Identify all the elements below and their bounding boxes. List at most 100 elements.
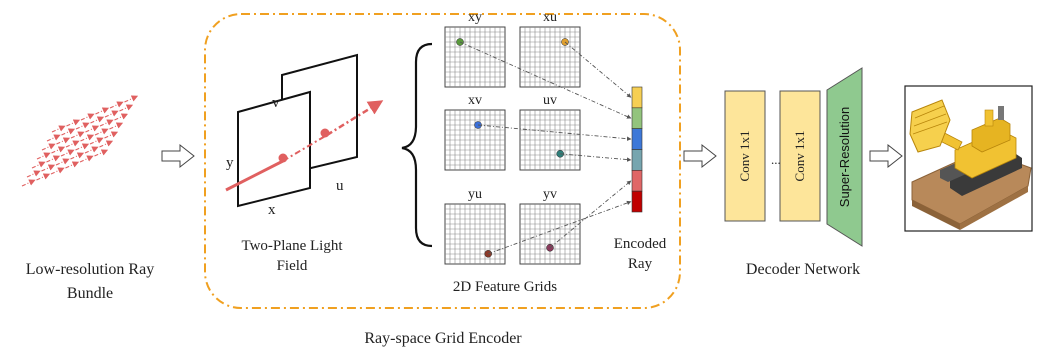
conv-block-2 [779, 90, 821, 222]
ray-arrow [56, 137, 71, 145]
ray-arrow [109, 122, 124, 130]
feature-grids-label: 2D Feature Grids [453, 279, 557, 295]
ray-intersection-uv [320, 128, 330, 138]
ray-arrow [80, 134, 95, 142]
ray-arrow [94, 149, 109, 157]
output-render-image [904, 85, 1033, 232]
ray-arrow [90, 116, 105, 124]
encoded-ray-label-line2: Ray [628, 256, 653, 272]
ray-arrow [51, 125, 66, 133]
ray-bundle-label-line1: Low-resolution Ray [26, 261, 154, 278]
feature-grid-yu: yu [444, 187, 506, 265]
feature-grid-xy: xy [444, 10, 506, 88]
ray-bundle-label-line2: Bundle [67, 285, 113, 302]
ray-arrow [50, 167, 65, 175]
encoded-ray-segment [631, 149, 643, 171]
bucket [909, 99, 951, 153]
feature-grid-uv: uv [519, 93, 581, 171]
ray-arrow [41, 164, 56, 172]
grouping-brace [401, 42, 433, 248]
ray-arrow [46, 134, 61, 142]
sample-connector [549, 180, 632, 249]
ray-arrow [79, 155, 94, 163]
light-field-label-line1: Two-Plane Light [241, 238, 343, 254]
axis-label-x: x [268, 202, 276, 218]
ray-arrow [104, 131, 119, 139]
ray-bundle-arrows [21, 95, 139, 187]
ray-arrow [99, 119, 114, 127]
light-field-label-line2: Field [277, 258, 308, 274]
sample-connector [560, 153, 632, 162]
ray-arrow [124, 95, 139, 103]
ray-arrow [70, 131, 85, 139]
ray-arrow [94, 128, 109, 136]
axis-label-v: v [272, 95, 280, 111]
encoded-ray-segment [631, 170, 643, 192]
ray-arrow [75, 143, 90, 151]
ray-arrow [84, 146, 99, 154]
axis-label-u: u [336, 178, 344, 194]
grid-label-xv: xv [468, 93, 482, 108]
ray-arrow [104, 110, 119, 118]
ray-arrow [41, 143, 56, 151]
encoded-ray-label-line1: Encoded [614, 236, 667, 252]
ray-arrow [109, 101, 124, 109]
ray-intersection-xy [278, 153, 288, 163]
ray-arrow [60, 149, 75, 157]
ray-arrow [55, 158, 70, 166]
grid-label-yu: yu [468, 187, 482, 202]
flow-arrow-encoder-to-decoder [683, 143, 717, 169]
feature-grid-yv: yv [519, 187, 581, 265]
conv-block-1-label: Conv 1x1 [737, 131, 752, 182]
super-resolution-label: Super-Resolution [837, 107, 852, 207]
ray-arrow [46, 155, 61, 163]
decoder-label: Decoder Network [746, 261, 860, 278]
ray-arrow [119, 104, 134, 112]
ray-arrow [65, 140, 80, 148]
light-ray-end [326, 99, 384, 137]
super-resolution-block [826, 67, 863, 247]
axis-label-y: y [226, 155, 234, 171]
encoded-ray-segment [631, 86, 643, 109]
conv-block-1 [724, 90, 766, 222]
decoder-network: Conv 1x1 ... Conv 1x1 Super-Resolution [724, 67, 863, 247]
conv-block-2-label: Conv 1x1 [792, 131, 807, 182]
encoded-ray-segment [631, 107, 643, 129]
sample-connectors [459, 41, 632, 255]
grid-label-xu: xu [543, 10, 557, 25]
sample-connector [477, 124, 632, 141]
flow-arrow-bundle-to-encoder [161, 143, 195, 169]
sample-connector [488, 200, 632, 255]
encoder-border [204, 13, 681, 309]
two-plane-light-field: v y u x [225, 53, 384, 218]
ray-arrow [66, 119, 81, 127]
grid-label-yv: yv [543, 187, 557, 202]
ray-arrow [114, 113, 129, 121]
decoder-ellipsis: ... [771, 152, 781, 167]
ray-arrow [36, 173, 51, 181]
ray-arrow [51, 146, 66, 154]
encoded-ray-vector [631, 86, 643, 213]
feature-grid-xv: xv [444, 93, 506, 171]
ray-arrow [65, 161, 80, 169]
light-ray-dashed [282, 134, 328, 162]
encoder-label: Ray-space Grid Encoder [364, 330, 522, 347]
ray-arrow [75, 122, 90, 130]
grid-label-xy: xy [468, 10, 482, 25]
ray-arrow [21, 179, 36, 187]
ray-arrow [80, 113, 95, 121]
ray-arrow [61, 128, 76, 136]
ray-arrow [31, 161, 46, 169]
ray-arrow [70, 152, 85, 160]
ray-arrow [99, 140, 114, 148]
light-ray [225, 159, 284, 192]
ray-arrow [89, 137, 104, 145]
flow-arrow-decoder-to-output [869, 143, 903, 169]
ray-arrow [36, 152, 51, 160]
feature-grids: xy xu xv uv yu yv [444, 10, 581, 265]
ray-arrow [85, 125, 100, 133]
sample-connector [459, 41, 632, 119]
encoded-ray-segment [631, 190, 643, 213]
xy-plane [237, 90, 311, 208]
ray-arrow [26, 170, 41, 178]
